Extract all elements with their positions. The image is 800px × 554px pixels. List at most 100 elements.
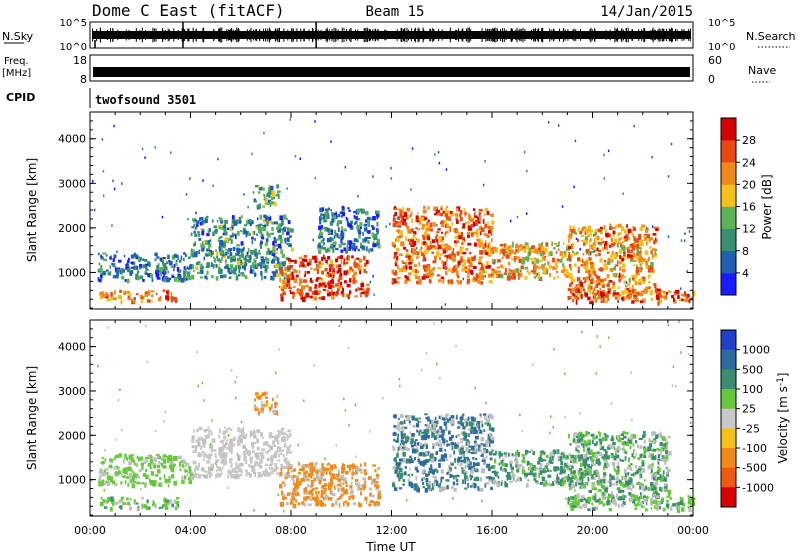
echo-cell (577, 473, 582, 477)
echo-cell (599, 479, 601, 483)
echo-cell (592, 290, 595, 295)
echo-cell (127, 257, 130, 262)
echo-cell (476, 222, 478, 226)
nsky-spike (457, 28, 459, 42)
echo-cell (243, 229, 247, 235)
echo-cell (617, 461, 619, 466)
echo-cell (181, 475, 184, 481)
echo-cell (499, 273, 504, 279)
echo-cell (237, 454, 241, 460)
echo-cell (470, 226, 473, 231)
echo-cell (534, 474, 537, 479)
echo-cell (423, 205, 426, 209)
echo-cell (183, 266, 186, 270)
echo-cell (141, 482, 145, 485)
echo-cell (478, 424, 481, 429)
echo-cell (280, 219, 284, 225)
echo-cell (630, 478, 633, 484)
echo-cell (257, 252, 261, 255)
echo-cell (307, 484, 310, 488)
echo-cell (220, 449, 224, 452)
echo-cell (340, 240, 343, 244)
echo-cell (483, 249, 485, 255)
echo-cell (678, 298, 682, 302)
echo-cell (332, 245, 336, 248)
echo-cell (629, 445, 632, 450)
echo-cell (287, 265, 290, 269)
echo-cell (461, 246, 464, 249)
echo-cell (465, 421, 469, 427)
echo-cell (317, 491, 320, 495)
freq-tick-top: 18 (73, 54, 87, 67)
echo-cell (422, 452, 426, 457)
echo-cell (351, 246, 355, 251)
echo-cell (173, 463, 176, 467)
echo-cell (336, 484, 339, 487)
echo-cell (573, 297, 578, 300)
echo-cell (355, 467, 360, 472)
echo-cell (641, 459, 645, 463)
echo-cell (600, 226, 603, 229)
echo-cell (467, 257, 470, 260)
echo-cell (447, 268, 452, 272)
nsky-spike (429, 28, 431, 42)
echo-cell (288, 287, 292, 290)
echo-cell (470, 427, 474, 432)
echo-cell (483, 443, 486, 448)
echo-cell (440, 205, 443, 209)
nave-tick-bottom: 0 (708, 73, 715, 86)
echo-cell (132, 460, 135, 464)
echo-cell (576, 288, 580, 293)
echo-cell (609, 223, 612, 227)
echo-cell (638, 281, 642, 285)
echo-cell (630, 257, 634, 262)
echo-cell (307, 261, 312, 266)
echo-cell (475, 273, 478, 278)
echo-cell (104, 506, 108, 509)
echo-cell (363, 255, 366, 261)
nsky-spike (641, 29, 643, 41)
echo-cell (434, 469, 437, 473)
echo-cell (127, 482, 130, 487)
echo-cell (482, 269, 485, 273)
echo-cell (216, 258, 221, 262)
echo-cell (190, 232, 193, 236)
echo-cell (393, 278, 397, 284)
echo-cell (616, 243, 619, 248)
echo-cell (688, 298, 691, 304)
echo-cell (596, 290, 599, 295)
echo-cell (635, 269, 639, 274)
echo-cell (396, 425, 399, 430)
echo-cell (227, 474, 230, 479)
echo-cell (393, 271, 398, 276)
echo-cell (427, 272, 431, 278)
echo-cell (517, 272, 520, 276)
echo-cell (567, 295, 571, 300)
echo-cell (204, 470, 208, 473)
echo-cell (605, 437, 608, 441)
echo-cell (564, 253, 567, 256)
echo-cell (299, 481, 302, 486)
echo-cell (325, 260, 328, 264)
echo-cell (251, 432, 255, 436)
echo-cell (584, 236, 588, 241)
nsky-spike (512, 29, 513, 41)
echo-cell (201, 220, 204, 225)
echo-cell (170, 296, 174, 300)
echo-cell (156, 464, 160, 468)
echo-cell (652, 233, 657, 236)
echo-cell (278, 267, 281, 271)
echo-speckle (575, 237, 578, 241)
echo-cell (241, 253, 244, 259)
echo-cell (532, 473, 536, 477)
nsky-spike (615, 29, 617, 41)
echo-cell (99, 475, 102, 478)
echo-cell (445, 413, 448, 419)
echo-cell (604, 240, 608, 244)
nsky-spike (432, 29, 434, 41)
echo-cell (184, 468, 187, 473)
echo-cell (225, 442, 228, 446)
echo-cell (321, 296, 325, 300)
echo-cell (276, 272, 280, 277)
